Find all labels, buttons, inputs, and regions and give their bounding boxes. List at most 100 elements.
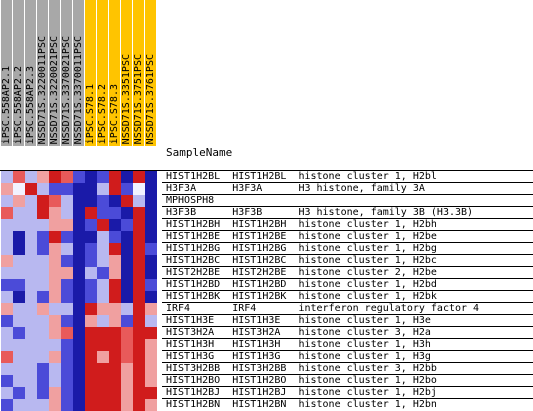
heatmap-cell[interactable] [121,363,133,375]
column-header[interactable]: iPSC.S78.2 [97,0,109,146]
heatmap-cell[interactable] [109,279,121,291]
heatmap-cell[interactable] [49,375,61,387]
heatmap-cell[interactable] [121,171,133,183]
heatmap-cell[interactable] [49,279,61,291]
heatmap-cell[interactable] [121,291,133,303]
column-header[interactable]: NSSD71S.3220011PSC [37,0,49,146]
heatmap-cell[interactable] [1,207,13,219]
heatmap-cell[interactable] [13,243,25,255]
gene-row-label[interactable]: HIST1H2BK HIST1H2BK histone cluster 1, H… [166,291,437,302]
heatmap-cell[interactable] [49,255,61,267]
heatmap-cell[interactable] [13,171,25,183]
heatmap-cell[interactable] [145,207,157,219]
heatmap-cell[interactable] [13,303,25,315]
heatmap-cell[interactable] [49,351,61,363]
heatmap-cell[interactable] [145,387,157,399]
heatmap-cell[interactable] [145,399,157,411]
column-header[interactable]: iPSC.558AP2.3 [25,0,37,146]
column-header[interactable]: NSSD71S.3751PSC [133,0,145,146]
heatmap-cell[interactable] [145,231,157,243]
heatmap-cell[interactable] [13,291,25,303]
heatmap-cell[interactable] [13,231,25,243]
heatmap-cell[interactable] [13,363,25,375]
heatmap-cell[interactable] [13,207,25,219]
heatmap-cell[interactable] [49,399,61,411]
column-header[interactable]: iPSC.S78.1 [85,0,97,146]
heatmap-cell[interactable] [1,315,13,327]
heatmap-cell[interactable] [109,183,121,195]
heatmap-cell[interactable] [109,231,121,243]
heatmap-cell[interactable] [109,303,121,315]
heatmap-cell[interactable] [25,291,37,303]
heatmap-cell[interactable] [97,171,109,183]
heatmap-cell[interactable] [49,219,61,231]
heatmap-cell[interactable] [145,363,157,375]
heatmap-cell[interactable] [49,303,61,315]
heatmap-cell[interactable] [145,243,157,255]
heatmap-cell[interactable] [97,231,109,243]
heatmap-cell[interactable] [25,303,37,315]
heatmap-cell[interactable] [61,267,73,279]
column-header[interactable]: iPSC.558AP2.2 [13,0,25,146]
heatmap-cell[interactable] [1,363,13,375]
heatmap-cell[interactable] [109,195,121,207]
heatmap-cell[interactable] [97,267,109,279]
heatmap-cell[interactable] [61,327,73,339]
heatmap-cell[interactable] [73,339,85,351]
heatmap-cell[interactable] [1,183,13,195]
heatmap-cell[interactable] [109,267,121,279]
heatmap-cell[interactable] [25,375,37,387]
heatmap-cell[interactable] [25,171,37,183]
heatmap-cell[interactable] [85,171,97,183]
heatmap-cell[interactable] [25,255,37,267]
heatmap-cell[interactable] [145,183,157,195]
heatmap-cell[interactable] [73,387,85,399]
heatmap-cell[interactable] [121,375,133,387]
heatmap-cell[interactable] [85,327,97,339]
heatmap-cell[interactable] [121,279,133,291]
gene-row-label[interactable]: HIST1H2BJ HIST1H2BJ histone cluster 1, H… [166,387,437,398]
heatmap-cell[interactable] [49,267,61,279]
heatmap-cell[interactable] [49,387,61,399]
heatmap-cell[interactable] [61,363,73,375]
heatmap-cell[interactable] [1,399,13,411]
heatmap-cell[interactable] [13,375,25,387]
heatmap-cell[interactable] [85,339,97,351]
gene-row-label[interactable]: H3F3B H3F3B H3 histone, family 3B (H3.3B… [166,207,474,218]
heatmap-cell[interactable] [37,207,49,219]
heatmap-cell[interactable] [97,363,109,375]
heatmap-cell[interactable] [37,303,49,315]
heatmap-cell[interactable] [133,363,145,375]
heatmap-cell[interactable] [37,267,49,279]
heatmap-cell[interactable] [25,387,37,399]
gene-row-label[interactable]: HIST1H3G HIST1H3G histone cluster 1, H3g [166,351,431,362]
heatmap-cell[interactable] [1,375,13,387]
heatmap-cell[interactable] [97,387,109,399]
heatmap-cell[interactable] [37,243,49,255]
heatmap-cell[interactable] [121,231,133,243]
heatmap-cell[interactable] [97,327,109,339]
heatmap-cell[interactable] [1,303,13,315]
heatmap-cell[interactable] [37,279,49,291]
heatmap-cell[interactable] [97,375,109,387]
gene-row-label[interactable]: MPHOSPH8 [166,195,215,206]
heatmap-cell[interactable] [145,339,157,351]
heatmap-cell[interactable] [13,339,25,351]
heatmap-cell[interactable] [97,207,109,219]
column-header[interactable]: NSSD71S.3761PSC [145,0,157,146]
heatmap-cell[interactable] [97,279,109,291]
heatmap-cell[interactable] [73,351,85,363]
heatmap-cell[interactable] [133,375,145,387]
heatmap-cell[interactable] [49,243,61,255]
gene-row-label[interactable]: HIST1H2BH HIST1H2BH histone cluster 1, H… [166,219,437,230]
heatmap-cell[interactable] [85,243,97,255]
heatmap-cell[interactable] [85,363,97,375]
heatmap-cell[interactable] [61,351,73,363]
heatmap-cell[interactable] [109,327,121,339]
heatmap-cell[interactable] [49,207,61,219]
heatmap-cell[interactable] [97,291,109,303]
heatmap-cell[interactable] [13,255,25,267]
heatmap-cell[interactable] [37,339,49,351]
column-header[interactable]: NSSD71S.3351PSC [121,0,133,146]
heatmap-cell[interactable] [13,387,25,399]
